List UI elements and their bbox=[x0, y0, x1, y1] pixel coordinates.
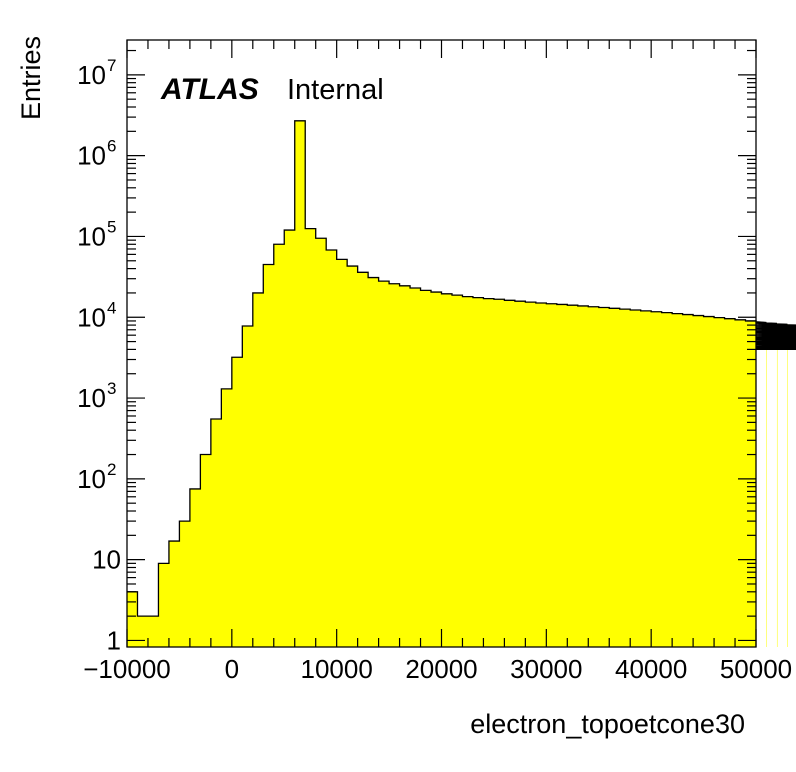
histogram-bar bbox=[672, 313, 684, 647]
histogram-bar bbox=[273, 244, 285, 647]
y-tick-exponent: 6 bbox=[107, 137, 116, 156]
histogram-bar bbox=[693, 315, 705, 647]
histogram-bar bbox=[315, 238, 327, 647]
histogram-bar bbox=[556, 304, 568, 647]
histogram-bar bbox=[158, 563, 170, 647]
y-tick-exponent: 5 bbox=[107, 217, 116, 236]
histogram-bar bbox=[263, 264, 275, 647]
histogram-bar bbox=[619, 309, 631, 647]
histogram-bar bbox=[368, 277, 380, 647]
histogram-bar bbox=[305, 228, 317, 647]
histogram-bar bbox=[451, 295, 463, 647]
histogram-bar bbox=[766, 322, 767, 647]
y-tick-exponent: 2 bbox=[107, 460, 116, 479]
x-tick-label: 0 bbox=[225, 654, 239, 684]
histogram-bar bbox=[431, 292, 442, 647]
histogram-bar bbox=[336, 259, 348, 647]
y-tick-label: 10 bbox=[77, 221, 106, 251]
histogram-outline bbox=[127, 120, 796, 617]
histogram-bar bbox=[137, 616, 149, 647]
x-tick-label: 40000 bbox=[615, 654, 687, 684]
histogram-bar bbox=[714, 317, 726, 647]
histogram-bar bbox=[787, 324, 788, 647]
histogram-bar bbox=[546, 303, 558, 647]
histogram-bar bbox=[347, 266, 359, 647]
histogram-bar bbox=[661, 312, 673, 647]
y-tick-label: 10 bbox=[77, 141, 106, 171]
x-tick-label: 50000 bbox=[720, 654, 792, 684]
y-tick-label: 1 bbox=[107, 625, 121, 655]
atlas-label: ATLAS bbox=[160, 73, 259, 106]
histogram-bar bbox=[703, 316, 715, 647]
histogram-bar bbox=[609, 308, 621, 647]
histogram-bar bbox=[525, 302, 537, 647]
histogram-bar bbox=[630, 309, 642, 647]
histogram-bar bbox=[735, 319, 747, 647]
internal-label: Internal bbox=[287, 74, 384, 106]
histogram-bar bbox=[514, 301, 526, 647]
histogram-bar bbox=[326, 249, 338, 648]
y-tick-label: 10 bbox=[77, 302, 106, 332]
histogram-bar bbox=[242, 325, 254, 647]
histogram-bar bbox=[127, 591, 138, 647]
x-axis: −10000 0 10000 20000 30000 40000 50000 bbox=[83, 40, 792, 684]
histogram-bar bbox=[399, 285, 411, 647]
y-tick-label: 10 bbox=[77, 464, 106, 494]
histogram-bar bbox=[378, 281, 390, 647]
histogram-bar bbox=[724, 318, 736, 647]
y-tick-exponent: 3 bbox=[107, 379, 116, 398]
histogram-bar bbox=[389, 283, 401, 647]
y-tick-label: 10 bbox=[77, 60, 106, 90]
histogram-bar bbox=[682, 314, 694, 647]
histogram-bar bbox=[231, 357, 243, 647]
histogram-bar bbox=[441, 293, 453, 647]
x-tick-label: 30000 bbox=[510, 654, 582, 684]
histogram-bar bbox=[567, 305, 579, 647]
histogram-bar bbox=[776, 323, 778, 647]
histogram-bar bbox=[147, 616, 159, 647]
y-tick-exponent: 4 bbox=[107, 298, 116, 317]
histogram-bar bbox=[745, 320, 757, 647]
histogram-bar bbox=[493, 299, 505, 647]
histogram-bar bbox=[210, 419, 222, 647]
histogram-bar bbox=[168, 541, 180, 647]
histogram-bar bbox=[640, 310, 652, 647]
y-tick-label: 10 bbox=[77, 383, 106, 413]
histogram-bar bbox=[598, 307, 610, 647]
histogram-bar bbox=[357, 272, 369, 647]
histogram-bar bbox=[462, 296, 474, 647]
y-axis-title: Entries bbox=[16, 36, 46, 120]
y-tick-exponent: 7 bbox=[107, 56, 116, 75]
histogram-bar bbox=[651, 311, 663, 647]
histogram-bar bbox=[221, 388, 233, 647]
histogram-bar bbox=[294, 120, 306, 648]
histogram-bar bbox=[472, 297, 484, 647]
histogram-bar bbox=[535, 303, 547, 647]
histogram-bar bbox=[189, 488, 201, 647]
histogram-bar bbox=[284, 230, 296, 647]
histogram-bar bbox=[252, 292, 264, 647]
histogram-bar bbox=[200, 454, 212, 647]
histogram-bar bbox=[179, 521, 191, 647]
histogram-bar bbox=[420, 290, 432, 647]
x-tick-label: 10000 bbox=[301, 654, 373, 684]
histogram-bar bbox=[483, 298, 495, 647]
histogram-bar bbox=[588, 306, 600, 647]
histogram-bars bbox=[127, 120, 788, 648]
x-tick-label: 20000 bbox=[405, 654, 477, 684]
histogram-bar bbox=[410, 288, 422, 647]
histogram-bar bbox=[577, 305, 589, 647]
histogram-bar bbox=[504, 300, 516, 647]
y-tick-label: 10 bbox=[92, 545, 121, 575]
x-axis-title: electron_topoetcone30 bbox=[470, 709, 745, 739]
x-tick-label: −10000 bbox=[83, 654, 170, 684]
